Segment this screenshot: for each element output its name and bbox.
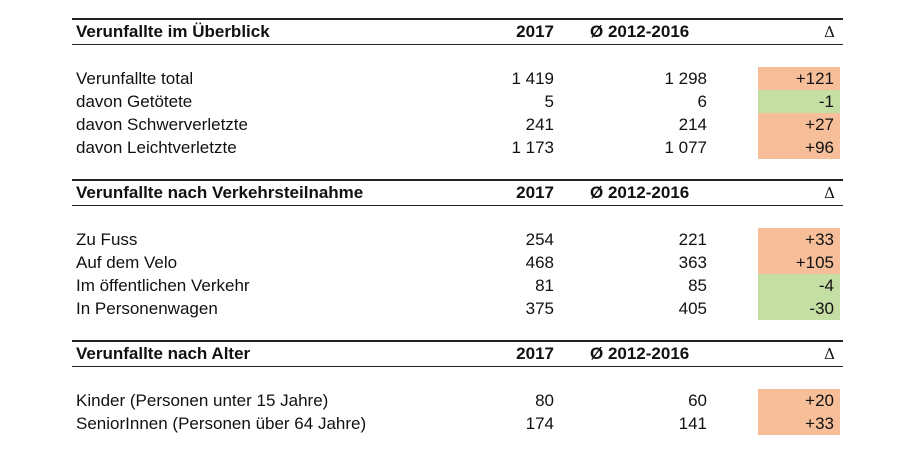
column-header-delta: Δ — [824, 184, 835, 202]
row-label: In Personenwagen — [76, 299, 218, 318]
delta-value: -4 — [758, 274, 840, 297]
value-2017: 1 419 — [511, 69, 554, 88]
delta-value: +27 — [758, 113, 840, 136]
section-title: Verunfallte im Überblick — [76, 22, 270, 41]
row-label: SeniorInnen (Personen über 64 Jahre) — [76, 414, 367, 433]
column-header-average: Ø 2012-2016 — [590, 183, 690, 202]
value-2017: 5 — [544, 92, 554, 111]
column-header-average: Ø 2012-2016 — [590, 22, 690, 41]
row-label: Kinder (Personen unter 15 Jahre) — [76, 391, 329, 410]
section-title: Verunfallte nach Verkehrsteilnahme — [76, 183, 364, 202]
delta-value: +96 — [758, 136, 840, 159]
delta-value: -1 — [758, 90, 840, 113]
table-row: Im öffentlichen Verkehr 81 85 -4 — [72, 274, 843, 297]
value-2017: 375 — [525, 299, 554, 318]
column-header-2017: 2017 — [516, 22, 554, 41]
table-row: Auf dem Velo 468 363 +105 — [72, 251, 843, 274]
column-header-average: Ø 2012-2016 — [590, 344, 690, 363]
delta-value: +20 — [758, 389, 840, 412]
row-label: davon Getötete — [76, 92, 193, 111]
value-average: 405 — [678, 299, 707, 318]
table-row: Zu Fuss 254 221 +33 — [72, 228, 843, 251]
delta-value: -30 — [758, 297, 840, 320]
delta-value: +121 — [758, 67, 840, 90]
value-average: 1 298 — [664, 69, 707, 88]
value-average: 60 — [688, 391, 707, 410]
value-2017: 1 173 — [511, 138, 554, 157]
row-label: Im öffentlichen Verkehr — [76, 276, 250, 295]
value-average: 214 — [678, 115, 707, 134]
value-average: 221 — [678, 230, 707, 249]
section-header: Verunfallte nach Alter 2017 Ø 2012-2016 … — [72, 340, 843, 367]
value-average: 363 — [678, 253, 707, 272]
value-2017: 468 — [525, 253, 554, 272]
table-row: davon Schwerverletzte 241 214 +27 — [72, 113, 843, 136]
column-header-2017: 2017 — [516, 344, 554, 363]
table-row: SeniorInnen (Personen über 64 Jahre) 174… — [72, 412, 843, 435]
value-2017: 174 — [525, 414, 554, 433]
value-average: 6 — [697, 92, 707, 111]
column-header-delta: Δ — [824, 345, 835, 363]
value-average: 85 — [688, 276, 707, 295]
table-row: In Personenwagen 375 405 -30 — [72, 297, 843, 320]
section-title: Verunfallte nach Alter — [76, 344, 251, 363]
section-header: Verunfallte nach Verkehrsteilnahme 2017 … — [72, 179, 843, 206]
column-header-delta: Δ — [824, 23, 835, 41]
table-section-age: Verunfallte nach Alter 2017 Ø 2012-2016 … — [72, 340, 843, 435]
table-row: davon Leichtverletzte 1 173 1 077 +96 — [72, 136, 843, 159]
table-row: Verunfallte total 1 419 1 298 +121 — [72, 67, 843, 90]
row-label: Zu Fuss — [76, 230, 138, 249]
table-section-traffic-participation: Verunfallte nach Verkehrsteilnahme 2017 … — [72, 179, 843, 320]
table-row: Kinder (Personen unter 15 Jahre) 80 60 +… — [72, 389, 843, 412]
table-section-overview: Verunfallte im Überblick 2017 Ø 2012-201… — [72, 18, 843, 159]
row-label: davon Schwerverletzte — [76, 115, 248, 134]
value-2017: 254 — [525, 230, 554, 249]
row-label: davon Leichtverletzte — [76, 138, 237, 157]
table-row: davon Getötete 5 6 -1 — [72, 90, 843, 113]
row-label: Verunfallte total — [76, 69, 194, 88]
value-2017: 80 — [535, 391, 554, 410]
value-2017: 81 — [535, 276, 554, 295]
value-average: 1 077 — [664, 138, 707, 157]
delta-value: +33 — [758, 228, 840, 251]
delta-value: +33 — [758, 412, 840, 435]
delta-value: +105 — [758, 251, 840, 274]
column-header-2017: 2017 — [516, 183, 554, 202]
row-label: Auf dem Velo — [76, 253, 178, 272]
section-header: Verunfallte im Überblick 2017 Ø 2012-201… — [72, 18, 843, 45]
value-2017: 241 — [525, 115, 554, 134]
value-average: 141 — [678, 414, 707, 433]
